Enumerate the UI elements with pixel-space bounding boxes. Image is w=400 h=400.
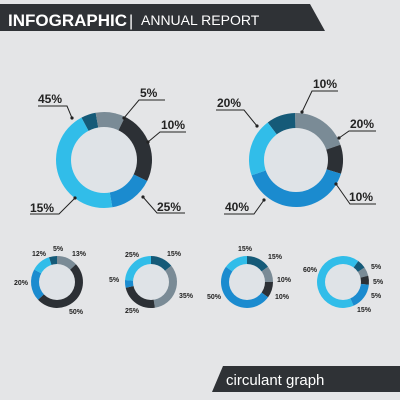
slice-label: 5%: [109, 277, 120, 284]
slice-label: 15%: [167, 251, 182, 258]
slice-label: 20%: [14, 280, 29, 287]
leader-line: [38, 105, 73, 119]
slice-label: 15%: [30, 201, 54, 215]
slice-label: 15%: [357, 307, 372, 314]
leader-dot: [141, 195, 145, 199]
slice-label: 5%: [371, 264, 382, 271]
slice-label: 5%: [373, 279, 384, 286]
slice-label: 25%: [157, 200, 181, 214]
slice-label: 13%: [72, 251, 87, 258]
slice-label: 5%: [53, 246, 64, 253]
slice-label: 15%: [268, 254, 283, 261]
slice-label: 10%: [275, 294, 290, 301]
leader-line: [142, 196, 185, 214]
leader-line: [147, 131, 186, 143]
leader-line: [30, 197, 76, 215]
donut-hole: [71, 127, 137, 193]
slice-label: 15%: [238, 246, 253, 253]
slice-label: 40%: [225, 200, 249, 214]
slice-label: 10%: [277, 277, 292, 284]
leader-line: [224, 199, 265, 215]
leader-dot: [334, 182, 338, 186]
leader-dot: [300, 110, 304, 114]
slice-label: 5%: [140, 86, 158, 100]
slice-label: 50%: [69, 309, 84, 316]
header-separator: |: [129, 13, 133, 30]
leader-line: [216, 109, 258, 127]
donut-chart-5: 15% 10% 10% 50% 15%: [207, 246, 292, 308]
donut-chart-4: 15% 35% 25% 5% 25%: [109, 251, 194, 315]
leader-dot: [73, 196, 77, 200]
slice-label: 25%: [125, 252, 140, 259]
donut-chart-1: 5% 10% 25% 15% 45%: [30, 86, 186, 215]
slice-label: 10%: [349, 190, 373, 204]
header-banner: INFOGRAPHIC | ANNUAL REPORT: [0, 4, 325, 31]
slice-label: 35%: [179, 293, 194, 300]
donut-chart-6: 5% 5% 5% 15% 60%: [303, 256, 384, 314]
slice-label: 10%: [313, 77, 337, 91]
slice-label: 20%: [217, 96, 241, 110]
header-banner-shape: [0, 4, 325, 31]
donut-chart-3: 5% 13% 50% 20% 12%: [14, 246, 87, 316]
slice-label: 45%: [38, 92, 62, 106]
slice-label: 25%: [125, 308, 140, 315]
leader-line: [123, 99, 165, 119]
footer-caption: circulant graph: [226, 372, 324, 389]
donut-hole: [325, 264, 361, 300]
donut-hole: [39, 264, 75, 300]
slice-label: 12%: [32, 251, 47, 258]
leader-dot: [255, 124, 259, 128]
leader-dot: [70, 116, 74, 120]
slice-label: 50%: [207, 294, 222, 301]
leader-dot: [337, 136, 341, 140]
leader-dot: [122, 116, 126, 120]
slice-label: 5%: [371, 293, 382, 300]
leader-line: [301, 90, 338, 113]
slice-label: 60%: [303, 267, 318, 274]
donut-hole: [133, 264, 169, 300]
slice-label: 10%: [161, 118, 185, 132]
leader-line: [338, 130, 376, 139]
header-title: INFOGRAPHIC: [8, 11, 127, 30]
slice-label: 20%: [350, 117, 374, 131]
donut-hole: [229, 264, 265, 300]
leader-dot: [146, 140, 150, 144]
leader-dot: [262, 198, 266, 202]
footer-banner-shape: [212, 366, 400, 392]
donut-hole: [264, 128, 328, 192]
header-subtitle: ANNUAL REPORT: [141, 12, 260, 28]
leader-line: [335, 183, 376, 205]
donut-chart-2: 10% 20% 10% 40% 20%: [216, 77, 376, 215]
